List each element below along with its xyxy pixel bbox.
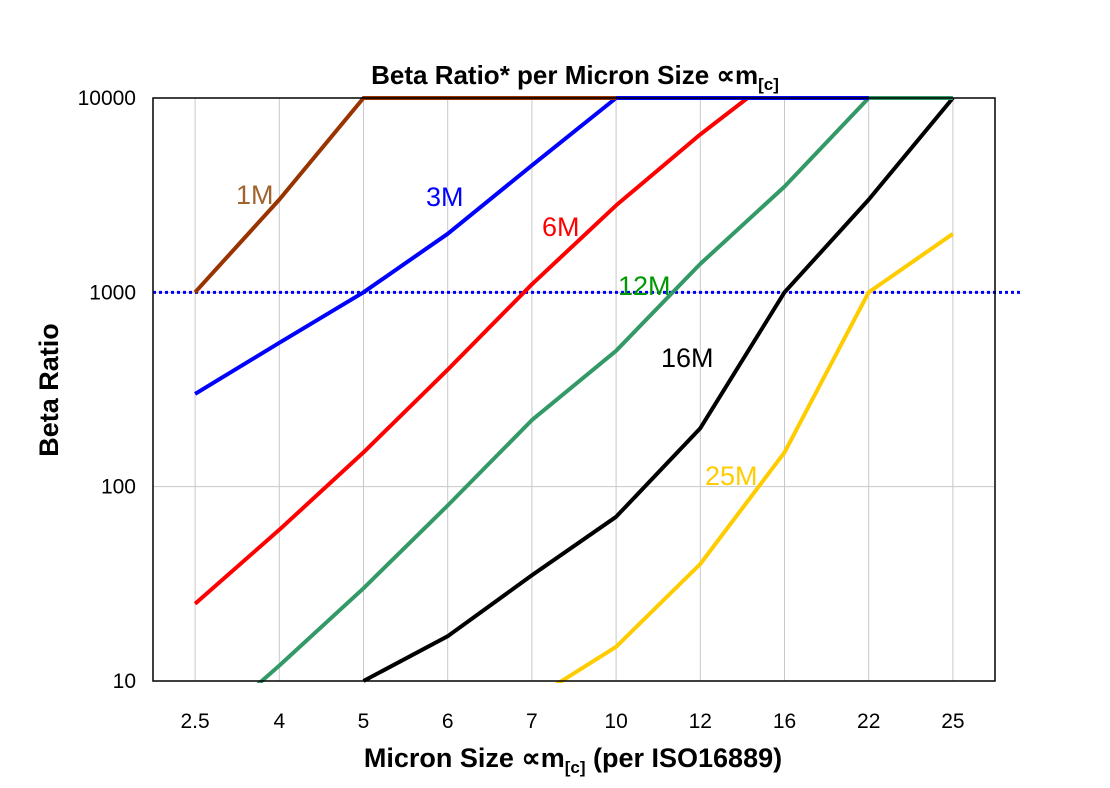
x-axis-ticks: 2.5 4 5 6 7 10 12 16 22 25 bbox=[180, 710, 964, 733]
y-tick-label: 100 bbox=[101, 476, 136, 499]
series-line-6M bbox=[193, 96, 754, 606]
x-tick-label: 12 bbox=[689, 710, 712, 733]
plot-area-border bbox=[152, 97, 996, 682]
series-label-6M: 6M bbox=[542, 212, 580, 242]
x-tick-label: 16 bbox=[773, 710, 796, 733]
x-tick-label: 2.5 bbox=[180, 710, 209, 733]
gridlines bbox=[153, 97, 995, 682]
x-axis-title-subscript: [c] bbox=[565, 758, 586, 777]
x-tick-label: 5 bbox=[358, 710, 370, 733]
series-label-3M: 3M bbox=[426, 182, 464, 212]
series-label-25M: 25M bbox=[705, 461, 758, 491]
x-tick-label: 7 bbox=[526, 710, 538, 733]
series-label-1M: 1M bbox=[236, 180, 274, 210]
series-line-25M bbox=[554, 232, 955, 683]
series-group bbox=[193, 96, 955, 683]
chart-title: Beta Ratio* per Micron Size ∝m[c] bbox=[371, 60, 779, 94]
x-axis-title: Micron Size ∝m[c] (per ISO16889) bbox=[364, 743, 782, 777]
chart-title-subscript: [c] bbox=[758, 75, 779, 94]
x-tick-label: 10 bbox=[604, 710, 627, 733]
x-tick-label: 25 bbox=[941, 710, 964, 733]
y-axis-ticks: 10 100 1000 10000 bbox=[78, 87, 136, 693]
series-label-16M: 16M bbox=[661, 343, 714, 373]
x-tick-label: 4 bbox=[273, 710, 285, 733]
series-line-12M bbox=[256, 96, 953, 683]
y-tick-label: 10 bbox=[113, 670, 136, 693]
y-tick-label: 10000 bbox=[78, 87, 136, 110]
x-tick-label: 6 bbox=[442, 710, 454, 733]
y-axis-title: Beta Ratio bbox=[34, 323, 64, 457]
x-tick-label: 22 bbox=[857, 710, 880, 733]
series-labels: 1M 3M 6M 12M 16M 25M bbox=[236, 180, 758, 491]
series-label-12M: 12M bbox=[618, 271, 671, 301]
y-tick-label: 1000 bbox=[89, 281, 136, 304]
series-line-16M bbox=[362, 96, 955, 683]
